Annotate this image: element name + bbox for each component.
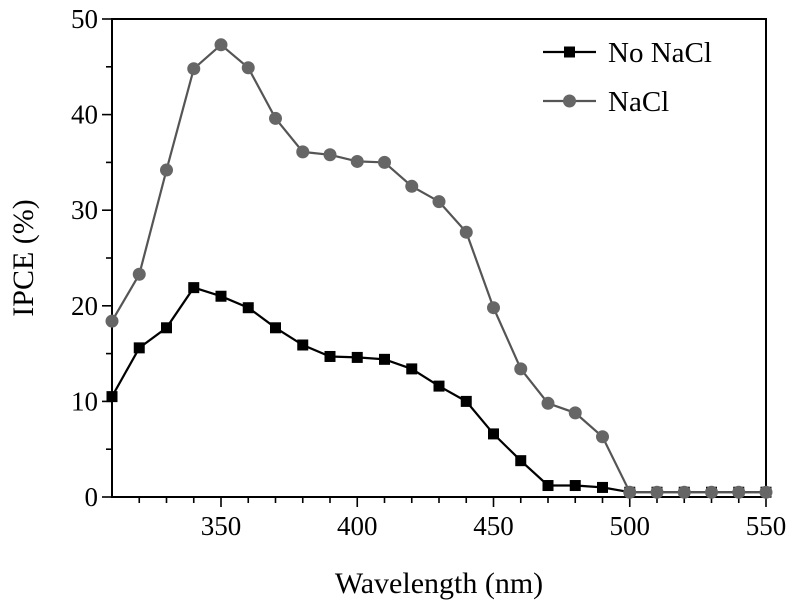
data-point-no-nacl bbox=[351, 351, 363, 363]
legend: No NaCl NaCl bbox=[543, 37, 712, 118]
data-point-nacl bbox=[732, 485, 746, 499]
y-axis-title: IPCE (%) bbox=[7, 199, 40, 316]
data-point-nacl bbox=[487, 301, 500, 315]
data-point-no-nacl bbox=[106, 391, 118, 403]
plot-area: 350 400 450 500 550 0 10 20 30 40 50 bbox=[71, 4, 786, 541]
y-tick-label: 20 bbox=[71, 291, 98, 321]
data-point-no-nacl bbox=[379, 353, 390, 365]
data-point-nacl bbox=[677, 485, 691, 499]
y-tick-label: 30 bbox=[71, 195, 98, 225]
x-axis-title: Wavelength (nm) bbox=[335, 567, 543, 600]
data-point-no-nacl bbox=[324, 350, 336, 362]
data-point-nacl bbox=[160, 163, 173, 177]
data-point-nacl bbox=[541, 396, 555, 410]
data-point-no-nacl bbox=[242, 302, 254, 314]
data-point-nacl bbox=[432, 195, 446, 209]
data-point-nacl bbox=[323, 148, 337, 162]
data-point-no-nacl bbox=[161, 322, 172, 334]
data-point-nacl bbox=[514, 362, 528, 376]
data-point-no-nacl bbox=[188, 282, 200, 294]
data-point-no-nacl bbox=[460, 395, 472, 407]
x-tick-label: 350 bbox=[201, 511, 242, 541]
data-point-nacl bbox=[705, 485, 718, 499]
legend-marker-nacl bbox=[563, 94, 576, 108]
data-point-nacl bbox=[759, 485, 773, 499]
data-point-nacl bbox=[269, 111, 282, 125]
data-point-no-nacl bbox=[569, 480, 581, 492]
data-point-no-nacl bbox=[215, 290, 227, 302]
data-point-no-nacl bbox=[297, 339, 309, 351]
x-tick-label: 450 bbox=[473, 511, 514, 541]
data-point-nacl bbox=[187, 62, 201, 76]
x-tick-label: 400 bbox=[337, 511, 378, 541]
data-point-nacl bbox=[350, 154, 364, 168]
data-point-nacl bbox=[214, 38, 228, 52]
data-point-nacl bbox=[378, 155, 391, 169]
data-point-nacl bbox=[241, 61, 255, 75]
data-point-nacl bbox=[596, 430, 609, 444]
data-point-nacl bbox=[568, 406, 582, 420]
data-point-no-nacl bbox=[597, 481, 608, 493]
y-tick-label: 10 bbox=[71, 386, 98, 416]
legend-label-nacl: NaCl bbox=[608, 86, 669, 118]
x-tick-label: 500 bbox=[610, 511, 651, 541]
data-point-nacl bbox=[459, 225, 473, 239]
legend-marker-no-nacl bbox=[564, 46, 575, 58]
legend-label-no-nacl: No NaCl bbox=[608, 37, 712, 69]
y-tick-label: 40 bbox=[71, 100, 98, 130]
data-point-no-nacl bbox=[406, 363, 418, 375]
x-tick-label: 550 bbox=[746, 511, 787, 541]
data-point-no-nacl bbox=[488, 428, 499, 440]
data-point-no-nacl bbox=[542, 480, 554, 492]
y-tick-label: 0 bbox=[85, 482, 99, 512]
data-point-nacl bbox=[650, 485, 664, 499]
data-point-nacl bbox=[105, 314, 119, 328]
data-point-no-nacl bbox=[270, 322, 281, 334]
data-point-no-nacl bbox=[133, 342, 145, 354]
data-point-nacl bbox=[132, 267, 146, 281]
data-point-nacl bbox=[623, 485, 637, 499]
data-point-nacl bbox=[296, 145, 310, 159]
data-point-no-nacl bbox=[433, 380, 445, 392]
data-point-nacl bbox=[405, 179, 419, 193]
data-point-no-nacl bbox=[515, 455, 527, 467]
y-tick-label: 50 bbox=[71, 4, 98, 34]
